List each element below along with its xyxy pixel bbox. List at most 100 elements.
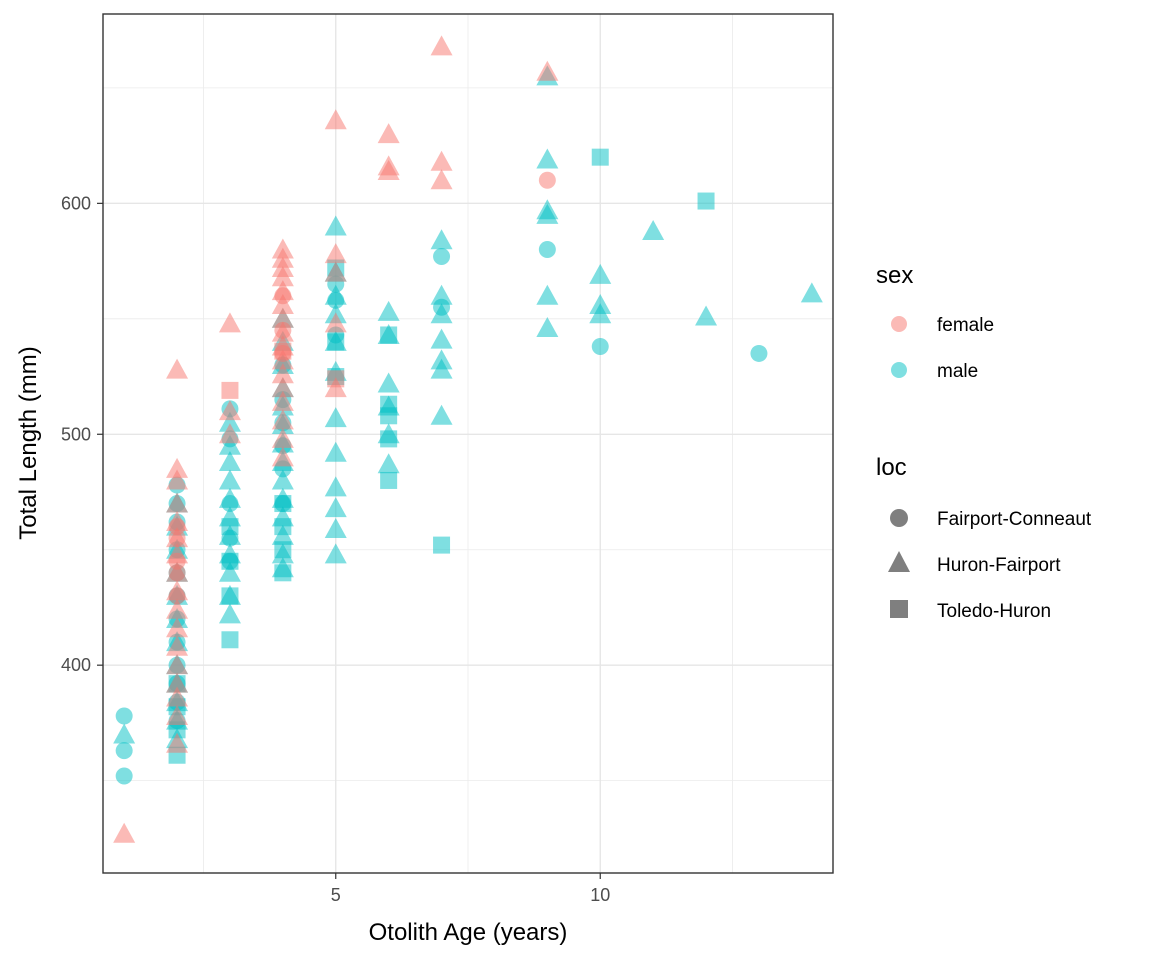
- point-female-huron-fairport: [536, 60, 559, 81]
- point-male-fairport-conneaut: [115, 767, 133, 785]
- point-female-huron-fairport: [166, 561, 189, 582]
- point-male-huron-fairport: [218, 603, 241, 624]
- legend-huron-fairport-label: Huron-Fairport: [937, 555, 1061, 576]
- legend-fairport-conneaut-key: [890, 509, 908, 527]
- point-male-huron-fairport: [377, 300, 400, 321]
- point-female-huron-fairport: [166, 704, 189, 725]
- legend-male-label: male: [937, 361, 978, 382]
- point-male-huron-fairport: [324, 543, 347, 564]
- legend-sex: sex female male: [876, 262, 994, 382]
- point-female-toledo-huron: [274, 342, 292, 360]
- point-male-huron-fairport: [430, 328, 453, 349]
- point-female-huron-fairport: [166, 617, 189, 638]
- y-tick-label: 500: [61, 424, 91, 444]
- x-tick-label: 5: [331, 885, 341, 905]
- point-male-toledo-huron: [327, 333, 345, 351]
- legend-sex-title: sex: [876, 262, 913, 289]
- x-tick-label: 10: [590, 885, 610, 905]
- point-female-huron-fairport: [166, 492, 189, 513]
- point-male-toledo-huron: [380, 430, 398, 448]
- point-male-huron-fairport: [324, 517, 347, 538]
- point-male-toledo-huron: [221, 631, 239, 649]
- point-female-huron-fairport: [430, 169, 453, 190]
- point-female-huron-fairport: [324, 312, 347, 333]
- point-male-huron-fairport: [800, 282, 823, 303]
- point-male-huron-fairport: [324, 284, 347, 305]
- point-male-huron-fairport: [377, 453, 400, 474]
- legend-male-key: [891, 362, 907, 378]
- point-female-huron-fairport: [377, 123, 400, 144]
- legend-fairport-conneaut-label: Fairport-Conneaut: [937, 509, 1092, 530]
- point-female-huron-fairport: [377, 160, 400, 181]
- point-female-toledo-huron: [327, 370, 345, 388]
- point-male-huron-fairport: [113, 723, 136, 744]
- point-female-toledo-huron: [221, 381, 239, 399]
- point-male-huron-fairport: [536, 284, 559, 305]
- point-female-huron-fairport: [166, 672, 189, 693]
- point-male-toledo-huron: [221, 587, 239, 605]
- point-female-huron-fairport: [166, 358, 189, 379]
- point-female-huron-fairport: [324, 109, 347, 130]
- point-male-toledo-huron: [168, 721, 186, 739]
- point-male-huron-fairport: [324, 497, 347, 518]
- legend-toledo-huron-key: [890, 600, 908, 618]
- point-female-huron-fairport: [218, 312, 241, 333]
- point-male-huron-fairport: [324, 441, 347, 462]
- y-axis-title: Total Length (mm): [15, 346, 42, 539]
- point-female-huron-fairport: [430, 35, 453, 56]
- point-male-huron-fairport: [324, 407, 347, 428]
- point-male-huron-fairport: [589, 263, 612, 284]
- point-female-huron-fairport: [166, 511, 189, 532]
- point-male-huron-fairport: [430, 229, 453, 250]
- point-male-toledo-huron: [380, 326, 398, 344]
- point-male-toledo-huron: [591, 148, 609, 166]
- point-female-huron-fairport: [271, 427, 294, 448]
- point-female-huron-fairport: [430, 150, 453, 171]
- point-male-toledo-huron: [274, 564, 292, 582]
- point-female-huron-fairport: [218, 400, 241, 421]
- point-male-huron-fairport: [642, 220, 665, 241]
- point-male-huron-fairport: [324, 215, 347, 236]
- point-female-huron-fairport: [113, 822, 136, 843]
- data-points: [113, 35, 823, 843]
- panel-border: [102, 13, 834, 874]
- point-female-huron-fairport: [166, 527, 189, 548]
- grid-lines: [103, 14, 833, 873]
- x-axis: 5 10: [331, 873, 610, 905]
- point-male-huron-fairport: [218, 561, 241, 582]
- point-female-huron-fairport: [166, 457, 189, 478]
- point-female-huron-fairport: [166, 598, 189, 619]
- point-female-huron-fairport: [324, 261, 347, 282]
- point-female-huron-fairport: [271, 307, 294, 328]
- point-male-huron-fairport: [430, 404, 453, 425]
- point-female-huron-fairport: [271, 409, 294, 430]
- point-male-toledo-huron: [221, 518, 239, 536]
- point-female-huron-fairport: [271, 446, 294, 467]
- point-male-huron-fairport: [377, 372, 400, 393]
- point-male-toledo-huron: [433, 536, 451, 554]
- point-male-huron-fairport: [218, 434, 241, 455]
- point-male-toledo-huron: [697, 192, 715, 210]
- y-tick-label: 600: [61, 193, 91, 213]
- point-male-huron-fairport: [430, 284, 453, 305]
- point-male-huron-fairport: [271, 469, 294, 490]
- point-male-toledo-huron: [221, 552, 239, 570]
- point-male-fairport-conneaut: [591, 338, 609, 356]
- point-female-huron-fairport: [166, 686, 189, 707]
- point-female-fairport-conneaut: [538, 171, 556, 189]
- point-male-huron-fairport: [324, 476, 347, 497]
- point-female-huron-fairport: [166, 543, 189, 564]
- point-male-fairport-conneaut: [115, 742, 133, 760]
- point-female-huron-fairport: [271, 266, 294, 287]
- point-female-huron-fairport: [166, 654, 189, 675]
- point-female-huron-fairport: [166, 469, 189, 490]
- point-female-huron-fairport: [166, 635, 189, 656]
- point-male-huron-fairport: [218, 487, 241, 508]
- point-male-fairport-conneaut: [538, 241, 556, 259]
- point-male-huron-fairport: [218, 411, 241, 432]
- point-male-fairport-conneaut: [115, 707, 133, 725]
- point-female-huron-fairport: [166, 732, 189, 753]
- legend-toledo-huron-label: Toledo-Huron: [937, 601, 1051, 622]
- point-male-toledo-huron: [274, 541, 292, 559]
- point-female-huron-fairport: [271, 390, 294, 411]
